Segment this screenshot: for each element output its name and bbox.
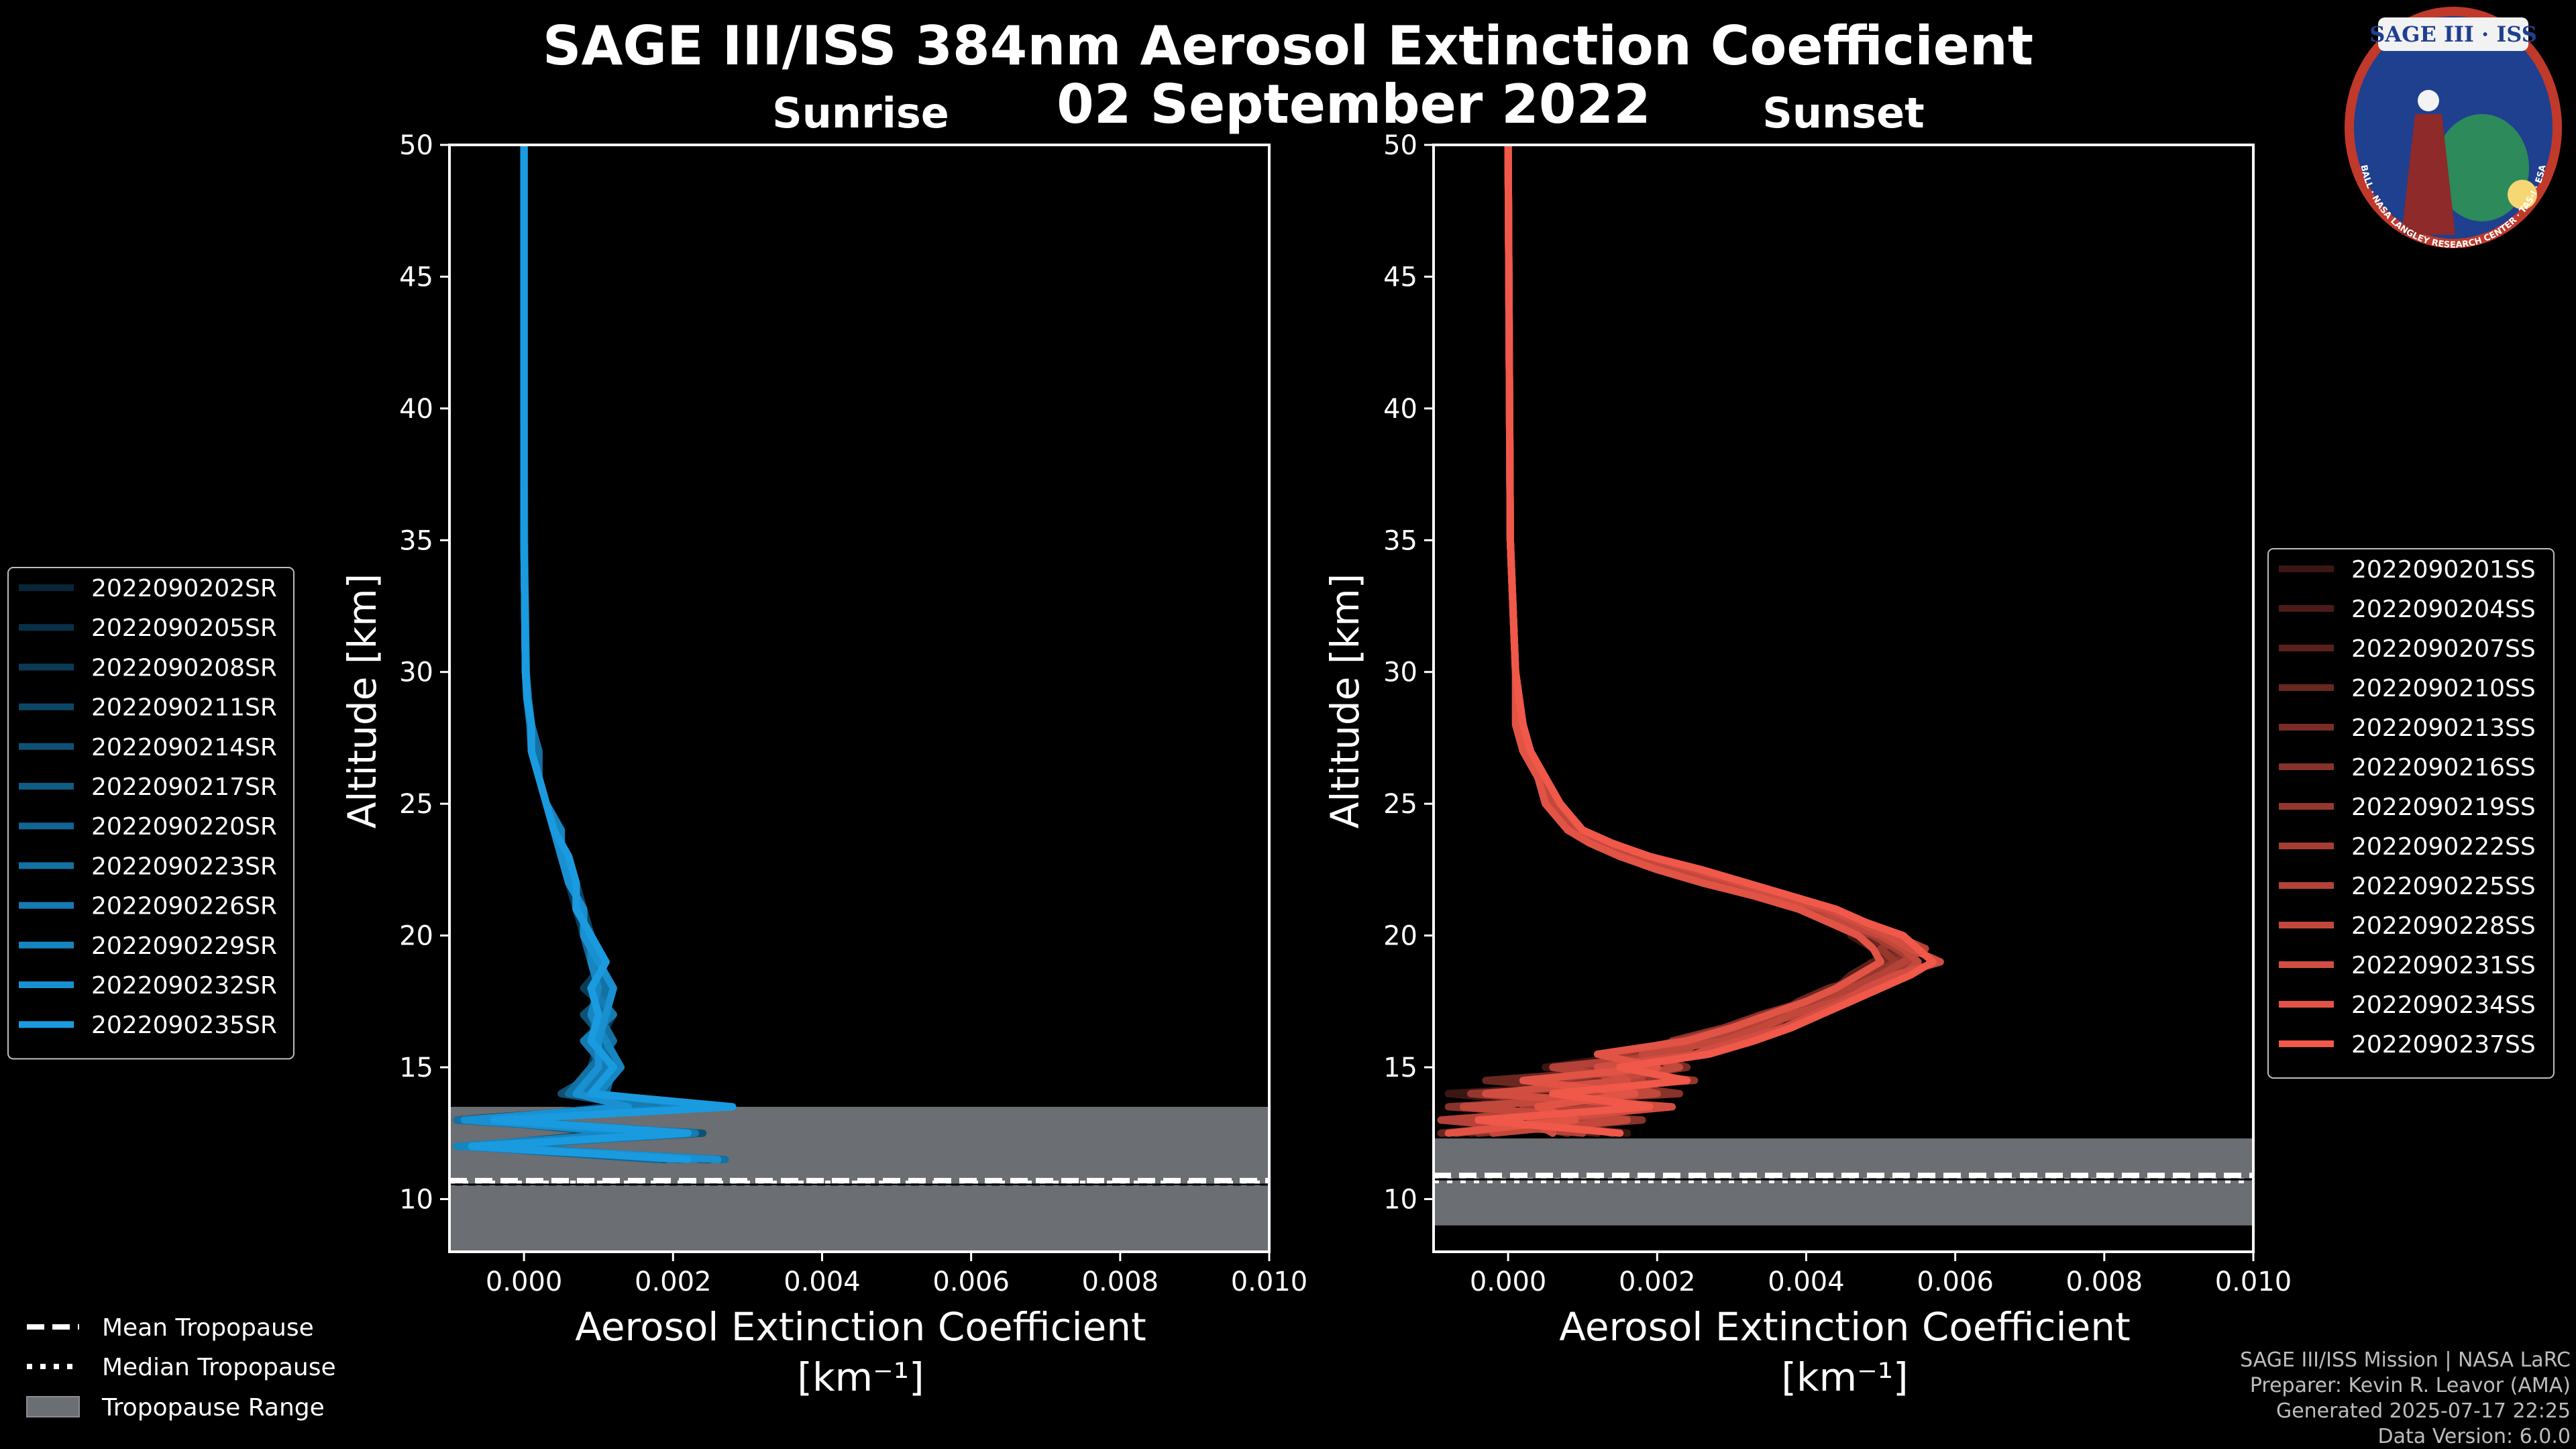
sr-ytick-label: 25 [399, 789, 433, 820]
ss-ytick-label: 15 [1383, 1053, 1417, 1083]
credit-data-version: Data Version: 6.0.0 [2378, 1425, 2571, 1448]
tropopause-legend: Mean Tropopause Median Tropopause Tropop… [26, 1314, 336, 1421]
mean-tropopause-label: Mean Tropopause [102, 1314, 314, 1342]
ss-legend-label: 2022090225SS [2351, 873, 2536, 900]
sunrise-y-axis-label: Altitude [km] [339, 574, 385, 828]
sr-profile-2022090235SR [468, 145, 737, 1163]
ss-legend-label: 2022090201SS [2351, 556, 2536, 584]
logo-sun [2508, 180, 2537, 209]
logo-earth [2435, 114, 2529, 221]
sunrise-panel-title: Sunrise [772, 89, 949, 138]
sr-legend-label: 2022090202SR [91, 575, 277, 602]
sunrise-plot: 10 15 20 25 30 35 40 45 50 0.000 0.002 0.004 0.006 0.… [399, 130, 1307, 1297]
credit-preparer: Preparer: Kevin R. Leavor (AMA) [2250, 1374, 2571, 1397]
ss-legend-label: 2022090231SS [2351, 952, 2536, 979]
sunrise-legend: 2022090202SR 2022090205SR 2022090208SR 2022… [7, 567, 294, 1060]
ss-ytick-label: 10 [1383, 1184, 1417, 1215]
sr-xtick-label: 0.000 [486, 1267, 563, 1297]
sunset-panel-title: Sunset [1762, 89, 1925, 138]
sunset-x-axis-label: Aerosol Extinction Coefficient [1559, 1304, 2131, 1350]
sr-axes-frame [448, 144, 1271, 1253]
sr-ytick-label: 45 [399, 262, 433, 292]
median-tropopause-label: Median Tropopause [102, 1354, 336, 1381]
sr-legend-label: 2022090235SR [91, 1012, 277, 1039]
sunrise-x-axis-unit: [km⁻¹] [797, 1354, 924, 1400]
sr-legend-label: 2022090205SR [91, 614, 277, 642]
sr-legend-label: 2022090208SR [91, 654, 277, 682]
sr-legend-label: 2022090229SR [91, 932, 277, 960]
ss-legend-label: 2022090219SS [2351, 794, 2536, 821]
sr-ytick-label: 40 [399, 394, 433, 425]
ss-ytick-label: 45 [1383, 262, 1417, 292]
sr-ytick-label: 10 [399, 1184, 433, 1215]
sr-legend-label: 2022090214SR [91, 734, 277, 761]
sr-ytick-label: 15 [399, 1053, 433, 1083]
sr-xtick-label: 0.010 [1231, 1267, 1308, 1297]
sr-legend-label: 2022090223SR [91, 853, 277, 880]
ss-xtick-label: 0.010 [2215, 1267, 2292, 1297]
sunset-y-axis-label: Altitude [km] [1322, 574, 1368, 828]
ss-ytick-label: 30 [1383, 657, 1417, 688]
sunrise-x-axis-label: Aerosol Extinction Coefficient [575, 1304, 1146, 1350]
ss-ytick-label: 50 [1383, 130, 1417, 161]
ss-legend-label: 2022090204SS [2351, 596, 2536, 623]
tropopause-range-swatch [26, 1396, 80, 1417]
credits: SAGE III/ISS Mission | NASA LaRC Prepare… [2240, 1348, 2571, 1448]
sr-xtick-label: 0.004 [784, 1267, 861, 1297]
logo-figure [2402, 114, 2455, 235]
sr-legend-label: 2022090226SR [91, 893, 277, 920]
sr-ytick-label: 50 [399, 130, 433, 161]
logo-moon [2418, 90, 2439, 111]
ss-xtick-label: 0.008 [2066, 1267, 2143, 1297]
ss-legend-label: 2022090234SS [2351, 991, 2536, 1019]
sunset-legend: 2022090201SS 2022090204SS 2022090207SS 2022… [2267, 548, 2555, 1079]
ss-legend-label: 2022090213SS [2351, 714, 2536, 742]
ss-ytick-label: 20 [1383, 921, 1417, 952]
ss-legend-frame [2267, 548, 2555, 1079]
sr-ytick-label: 30 [399, 657, 433, 688]
credit-generated: Generated 2025-07-17 22:25 [2276, 1399, 2571, 1423]
sr-xtick-label: 0.006 [932, 1267, 1010, 1297]
ss-legend-label: 2022090222SS [2351, 833, 2536, 861]
ss-legend-label: 2022090237SS [2351, 1031, 2536, 1059]
tropopause-range-label: Tropopause Range [101, 1394, 325, 1421]
ss-ytick-label: 40 [1383, 394, 1417, 425]
ss-xtick-label: 0.006 [1917, 1267, 1994, 1297]
ss-legend-label: 2022090216SS [2351, 754, 2536, 782]
ss-xtick-label: 0.002 [1619, 1267, 1696, 1297]
credit-mission: SAGE III/ISS Mission | NASA LaRC [2240, 1348, 2571, 1372]
logo-text: SAGE III · ISS [2369, 21, 2537, 47]
ss-profiles [1437, 145, 1944, 1137]
sr-ytick-label: 20 [399, 921, 433, 952]
ss-profile-2022090237SS [1474, 145, 1937, 1137]
sr-legend-label: 2022090217SR [91, 773, 277, 801]
sr-profiles [453, 145, 737, 1163]
sr-xtick-label: 0.008 [1082, 1267, 1159, 1297]
sr-legend-label: 2022090211SR [91, 694, 277, 722]
figure-date: 02 September 2022 [1057, 73, 1651, 136]
figure-title: SAGE III/ISS 384nm Aerosol Extinction Co… [543, 15, 2033, 77]
sr-ytick-label: 35 [399, 525, 433, 556]
sr-legend-label: 2022090232SR [91, 972, 277, 1000]
ss-ytick-label: 35 [1383, 525, 1417, 556]
ss-xtick-label: 0.000 [1470, 1267, 1547, 1297]
ss-legend-label: 2022090210SS [2351, 675, 2536, 702]
sr-legend-frame [7, 567, 294, 1060]
logo-banner [2378, 17, 2528, 51]
ss-ytick-label: 25 [1383, 789, 1417, 820]
ss-legend-label: 2022090228SS [2351, 912, 2536, 940]
sunset-x-axis-unit: [km⁻¹] [1781, 1354, 1908, 1400]
sr-legend-label: 2022090220SR [91, 813, 277, 841]
ss-xtick-label: 0.004 [1768, 1267, 1845, 1297]
ss-axes-frame [1432, 144, 2255, 1253]
sunset-plot: 10 15 20 25 30 35 40 45 50 0.000 0.002 0.004 0.006 0.… [1383, 130, 2292, 1297]
ss-legend-label: 2022090207SS [2351, 635, 2536, 663]
sr-xtick-label: 0.002 [635, 1267, 712, 1297]
